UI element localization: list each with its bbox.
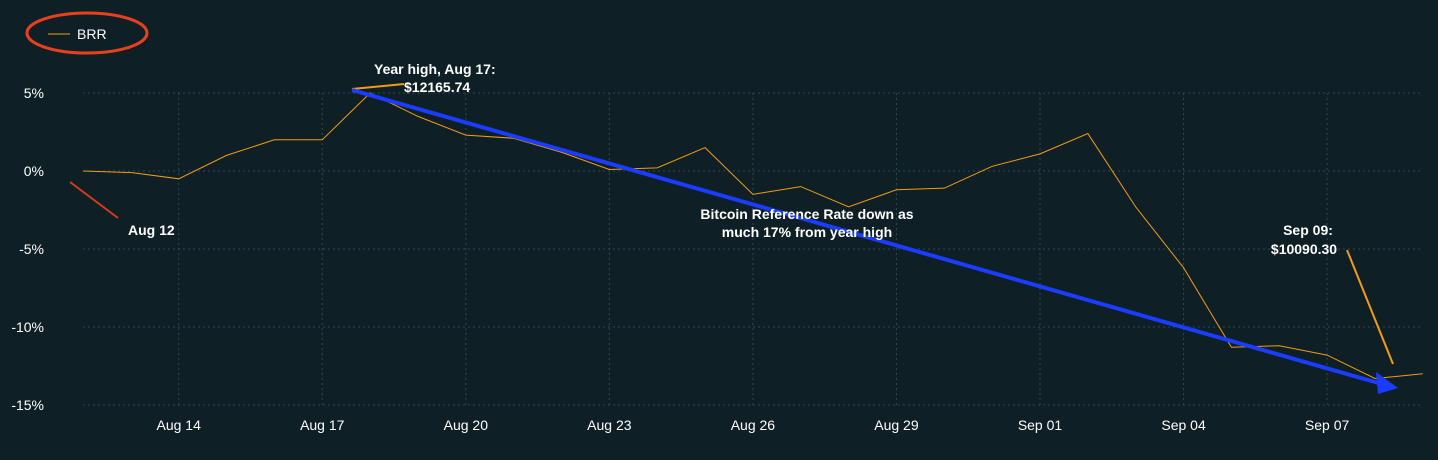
year-high-annotation-line1: Year high, Aug 17: <box>374 61 496 77</box>
data-point[interactable] <box>129 171 132 174</box>
trend-annotation-line1: Bitcoin Reference Rate down as <box>700 206 913 222</box>
x-axis-ticks: Aug 14 Aug 17 Aug 20 Aug 23 Aug 26 Aug 29 Sep … <box>157 417 1350 433</box>
data-point[interactable] <box>273 138 276 141</box>
data-point[interactable] <box>943 187 946 190</box>
x-tick-label: Aug 23 <box>587 417 632 433</box>
series-line-brr <box>82 92 1423 379</box>
y-tick-label: -5% <box>19 241 44 257</box>
data-point[interactable] <box>704 146 707 149</box>
x-tick-label: Aug 20 <box>444 417 489 433</box>
data-point[interactable] <box>416 115 419 118</box>
data-point[interactable] <box>751 193 754 196</box>
y-axis-ticks: 5% 0% -5% -10% -15% <box>11 85 44 413</box>
y-tick-label: 0% <box>24 163 44 179</box>
data-point[interactable] <box>464 134 467 137</box>
data-point[interactable] <box>656 166 659 169</box>
data-point[interactable] <box>608 168 611 171</box>
data-point[interactable] <box>1039 152 1042 155</box>
data-point[interactable] <box>799 185 802 188</box>
data-point[interactable] <box>321 138 324 141</box>
data-point[interactable] <box>1373 377 1376 380</box>
x-tick-label: Aug 14 <box>157 417 202 433</box>
trend-annotation-line2: much 17% from year high <box>722 224 892 240</box>
x-tick-label: Aug 17 <box>300 417 345 433</box>
data-point[interactable] <box>1278 344 1281 347</box>
data-point[interactable] <box>1182 266 1185 269</box>
sep09-pointer <box>1346 249 1394 365</box>
x-tick-label: Aug 29 <box>874 417 919 433</box>
y-tick-label: -15% <box>11 397 44 413</box>
gridlines <box>83 92 1420 406</box>
y-tick-label: 5% <box>24 85 44 101</box>
data-point[interactable] <box>1421 372 1424 375</box>
legend[interactable]: BRR <box>25 11 149 55</box>
data-point[interactable] <box>1086 132 1089 135</box>
sep09-annotation-line2: $10090.30 <box>1271 241 1337 257</box>
x-tick-label: Aug 26 <box>731 417 776 433</box>
legend-highlight-circle <box>25 11 149 55</box>
aug12-annotation: Aug 12 <box>128 222 175 238</box>
data-point[interactable] <box>1230 346 1233 349</box>
trend-arrow <box>351 88 1398 394</box>
data-point[interactable] <box>177 177 180 180</box>
sep09-annotation-line1: Sep 09: <box>1283 222 1333 238</box>
series-layer <box>82 92 1424 380</box>
data-point[interactable] <box>82 170 85 173</box>
data-point[interactable] <box>991 165 994 168</box>
data-point[interactable] <box>225 154 228 157</box>
data-point[interactable] <box>1134 205 1137 208</box>
year-high-pointer <box>351 83 405 90</box>
x-tick-label: Sep 01 <box>1018 417 1063 433</box>
x-tick-label: Sep 07 <box>1305 417 1350 433</box>
x-tick-label: Sep 04 <box>1161 417 1206 433</box>
aug12-pointer <box>69 181 119 219</box>
y-tick-label: -10% <box>11 319 44 335</box>
legend-label: BRR <box>77 26 107 42</box>
data-point[interactable] <box>1326 354 1329 357</box>
data-point[interactable] <box>895 188 898 191</box>
year-high-annotation-line2: $12165.74 <box>404 79 470 95</box>
